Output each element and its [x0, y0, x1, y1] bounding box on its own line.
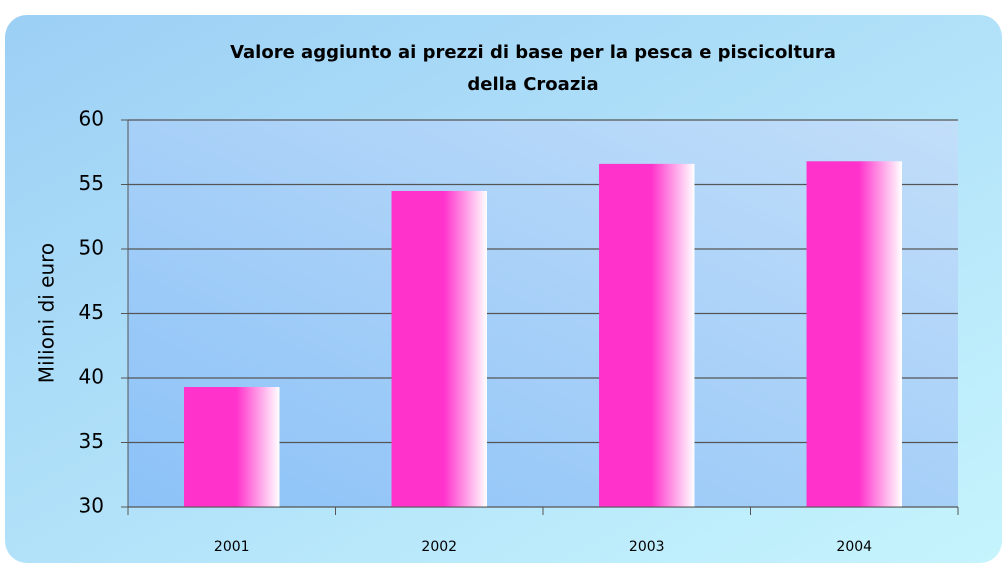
- chart-title: Valore aggiunto ai prezzi di base per la…: [230, 42, 836, 63]
- y-tick-label: 50: [79, 236, 104, 260]
- y-tick-label: 30: [79, 494, 104, 518]
- bar: [184, 387, 280, 507]
- y-tick-label: 40: [79, 365, 104, 389]
- y-tick-label: 45: [79, 300, 104, 324]
- x-tick-label: 2002: [421, 539, 457, 555]
- bar: [599, 163, 695, 508]
- x-tick-label: 2001: [214, 539, 250, 555]
- y-tick-label: 35: [79, 429, 104, 453]
- chart-title: della Croazia: [467, 74, 598, 95]
- bar: [806, 161, 902, 507]
- x-tick-label: 2003: [629, 539, 665, 555]
- y-axis-label: Milioni di euro: [35, 243, 59, 383]
- y-tick-label: 55: [79, 171, 104, 195]
- x-tick-label: 2004: [836, 539, 872, 555]
- bar: [391, 190, 487, 507]
- y-tick-label: 60: [79, 107, 104, 131]
